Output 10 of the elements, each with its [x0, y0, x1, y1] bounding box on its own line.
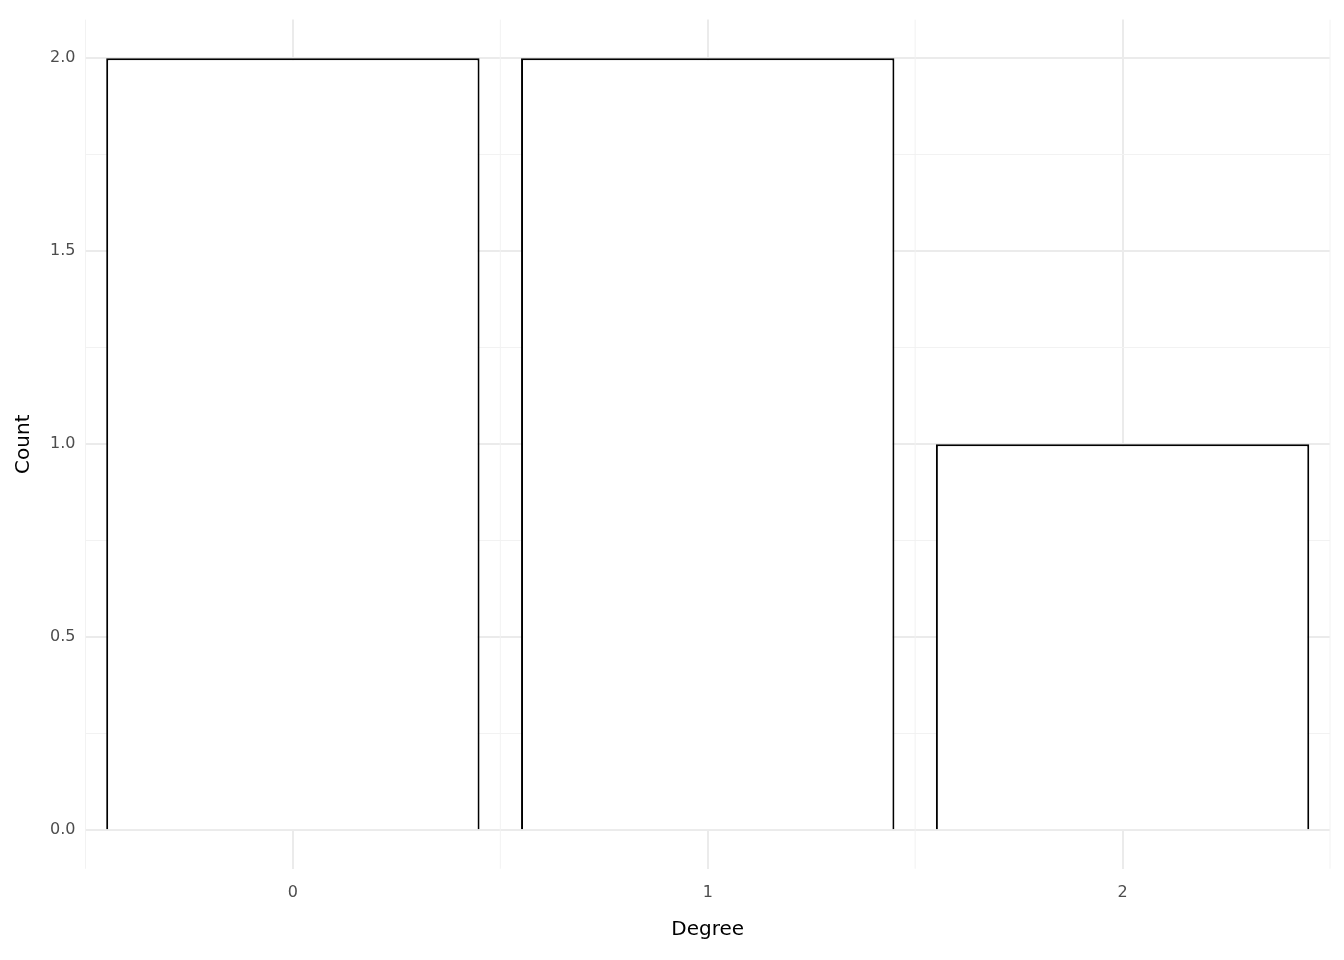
- y-tick-label: 0.0: [49, 819, 76, 839]
- x-tick-label: 2: [1117, 881, 1128, 901]
- x-axis-title: Degree: [671, 916, 745, 941]
- x-tick-label: 0: [287, 881, 298, 901]
- y-axis-title: Count: [10, 414, 35, 474]
- y-tick-label: 0.5: [49, 626, 76, 646]
- y-tick-label: 2.0: [49, 47, 76, 67]
- y-tick-label: 1.5: [49, 240, 76, 260]
- y-tick-label: 1.0: [49, 433, 76, 453]
- x-tick-label: 1: [702, 881, 713, 901]
